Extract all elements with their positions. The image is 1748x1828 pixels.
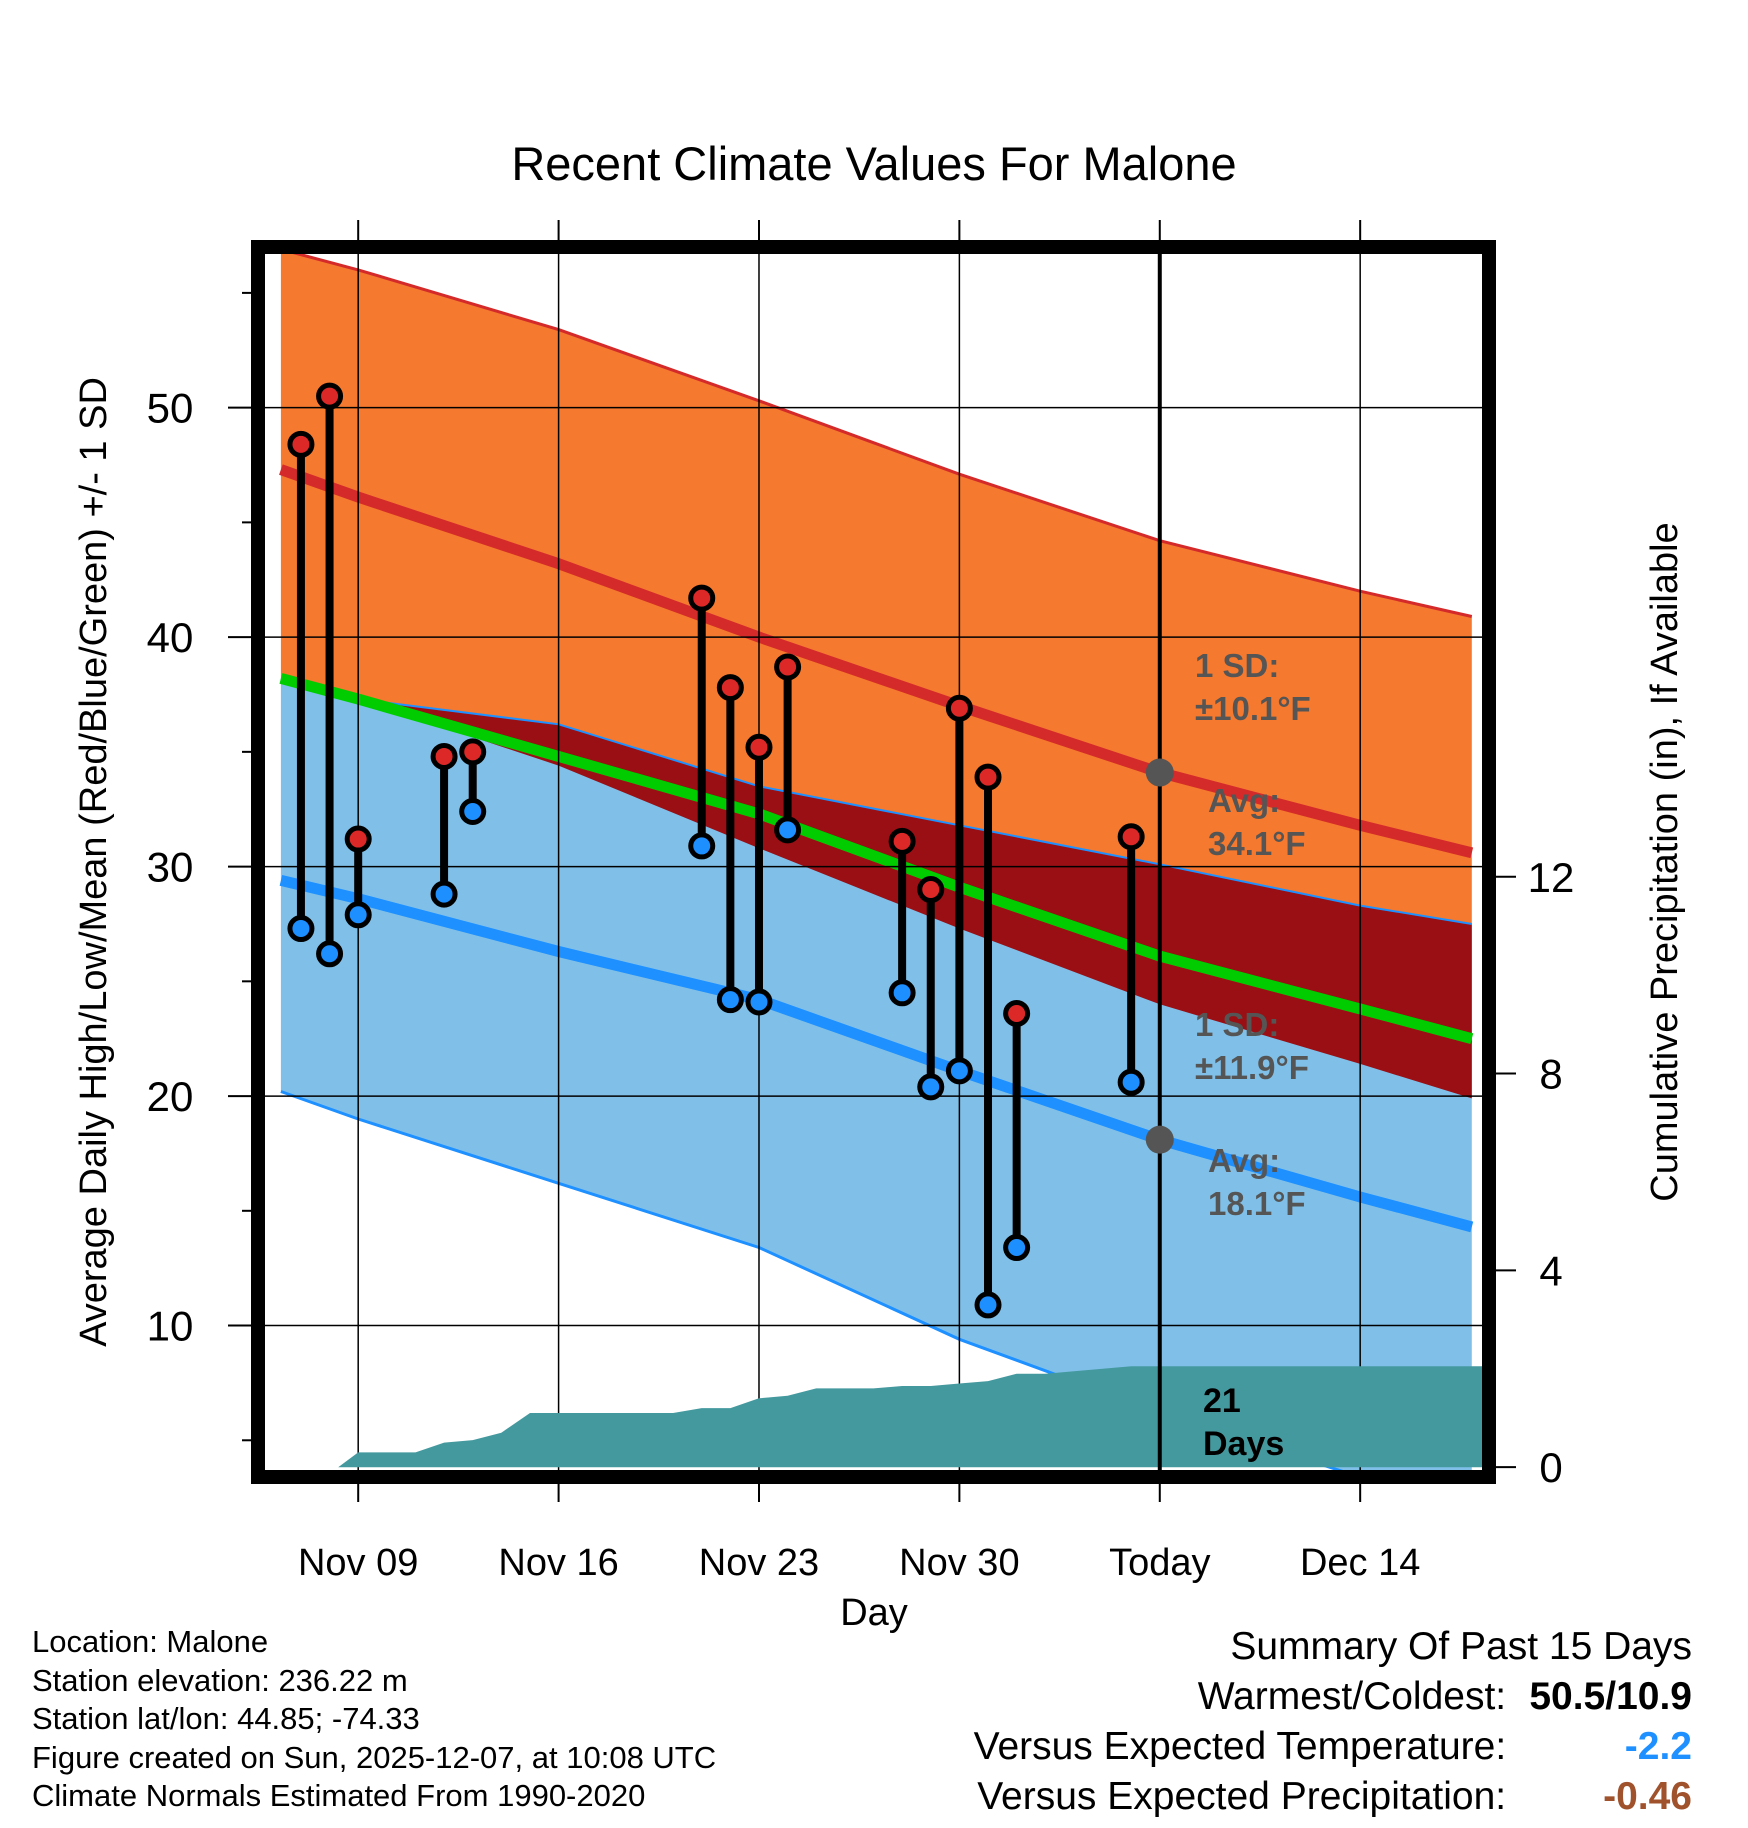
plot-frame — [251, 240, 1496, 1484]
obs-high-marker — [344, 825, 372, 853]
y2-tick-label: 4 — [1539, 1247, 1562, 1294]
obs-high-marker — [287, 430, 315, 458]
high-avg-value: 34.1°F — [1208, 825, 1306, 862]
summary-precip-value: -0.46 — [1603, 1775, 1692, 1818]
high-sd-band — [280, 249, 1472, 925]
high-sd-value: ±10.1°F — [1195, 690, 1311, 727]
summary-panel: Summary Of Past 15 Days Warmest/Coldest:… — [974, 1622, 1692, 1822]
summary-warmest-row: Warmest/Coldest: 50.5/10.9 — [974, 1672, 1692, 1722]
info-normals: Climate Normals Estimated From 1990-2020 — [32, 1778, 646, 1813]
x-tick-label: Today — [1109, 1542, 1210, 1584]
obs-high-marker — [716, 674, 744, 702]
info-elevation: Station elevation: 236.22 m — [32, 1662, 408, 1698]
y-tick-label: 50 — [147, 385, 194, 432]
obs-low-marker — [459, 798, 487, 826]
high-avg-line — [279, 464, 1474, 859]
obs-high-marker — [917, 876, 945, 904]
obs-high-marker — [688, 584, 716, 612]
mean-band — [280, 678, 1472, 1099]
obs-low-marker — [287, 915, 315, 943]
obs-low-marker — [745, 988, 773, 1016]
low-avg-line — [279, 875, 1474, 1233]
low-sd-value: ±11.9°F — [1195, 1049, 1309, 1086]
obs-low-marker — [1003, 1234, 1031, 1262]
low-sd-title: 1 SD: — [1195, 1006, 1279, 1043]
precip-area — [338, 1366, 1489, 1468]
mean-avg-line — [279, 673, 1474, 1045]
summary-temp-row: Versus Expected Temperature: -2.2 — [974, 1722, 1692, 1772]
low-avg-point — [1145, 1125, 1174, 1154]
obs-low-marker — [430, 880, 458, 908]
low-avg-title: Avg: — [1208, 1142, 1280, 1179]
high-avg-point — [1145, 758, 1174, 787]
days-label: Days — [1203, 1425, 1284, 1463]
x-tick-label: Nov 16 — [498, 1542, 618, 1584]
station-info: Location: Malone Station elevation: 236.… — [32, 1623, 716, 1816]
obs-low-marker — [344, 901, 372, 929]
y2-tick-label: 12 — [1528, 854, 1575, 901]
x-tick-label: Nov 09 — [298, 1542, 418, 1584]
obs-low-marker — [1117, 1068, 1145, 1096]
info-location: Location: Malone — [32, 1624, 269, 1659]
high-avg-title: Avg: — [1208, 782, 1280, 819]
obs-low-marker — [888, 979, 916, 1007]
obs-low-marker — [974, 1291, 1002, 1319]
summary-precip-row: Versus Expected Precipitation: -0.46 — [974, 1772, 1692, 1822]
obs-high-marker — [774, 653, 802, 681]
obs-low-marker — [917, 1073, 945, 1101]
y-tick-label: 20 — [147, 1073, 194, 1120]
y-tick-label: 40 — [147, 614, 194, 661]
obs-high-marker — [1117, 823, 1145, 851]
summary-title: Summary Of Past 15 Days — [1230, 1625, 1692, 1668]
obs-high-marker — [974, 763, 1002, 791]
summary-temp-label: Versus Expected Temperature: — [973, 1725, 1507, 1768]
x-tick-label: Dec 14 — [1300, 1542, 1420, 1584]
x-tick-label: Nov 30 — [899, 1542, 1019, 1584]
chart-title: Recent Climate Values For Malone — [511, 137, 1236, 190]
obs-low-marker — [945, 1057, 973, 1085]
y2-tick-label: 8 — [1539, 1051, 1562, 1098]
high-upper-edge — [280, 247, 1473, 618]
summary-warmest-label: Warmest/Coldest: — [1197, 1675, 1507, 1718]
obs-high-marker — [888, 827, 916, 855]
days-count: 21 — [1203, 1382, 1241, 1420]
obs-low-marker — [716, 986, 744, 1014]
obs-high-marker — [459, 738, 487, 766]
obs-high-marker — [316, 382, 344, 410]
obs-high-marker — [745, 733, 773, 761]
obs-high-marker — [945, 694, 973, 722]
x-tick-label: Nov 23 — [699, 1542, 819, 1584]
obs-low-marker — [774, 816, 802, 844]
summary-temp-value: -2.2 — [1624, 1725, 1692, 1768]
low-avg-value: 18.1°F — [1208, 1185, 1306, 1222]
obs-high-marker — [430, 742, 458, 770]
y-axis-label: Average Daily High/Low/Mean (Red/Blue/Gr… — [73, 377, 115, 1347]
y2-axis-label: Cumulative Precipitation (in), If Availa… — [1644, 522, 1686, 1201]
info-latlon: Station lat/lon: 44.85; -74.33 — [32, 1701, 420, 1736]
summary-precip-label: Versus Expected Precipitation: — [977, 1775, 1507, 1818]
high-sd-title: 1 SD: — [1195, 647, 1279, 684]
obs-high-marker — [1003, 999, 1031, 1027]
y-tick-label: 30 — [147, 844, 194, 891]
x-axis-label: Day — [840, 1592, 908, 1634]
info-created: Figure created on Sun, 2025-12-07, at 10… — [32, 1739, 717, 1775]
summary-warmest-value: 50.5/10.9 — [1529, 1675, 1692, 1718]
y2-tick-label: 0 — [1539, 1444, 1562, 1491]
obs-low-marker — [316, 940, 344, 968]
obs-low-marker — [688, 832, 716, 860]
y-tick-label: 10 — [147, 1303, 194, 1350]
